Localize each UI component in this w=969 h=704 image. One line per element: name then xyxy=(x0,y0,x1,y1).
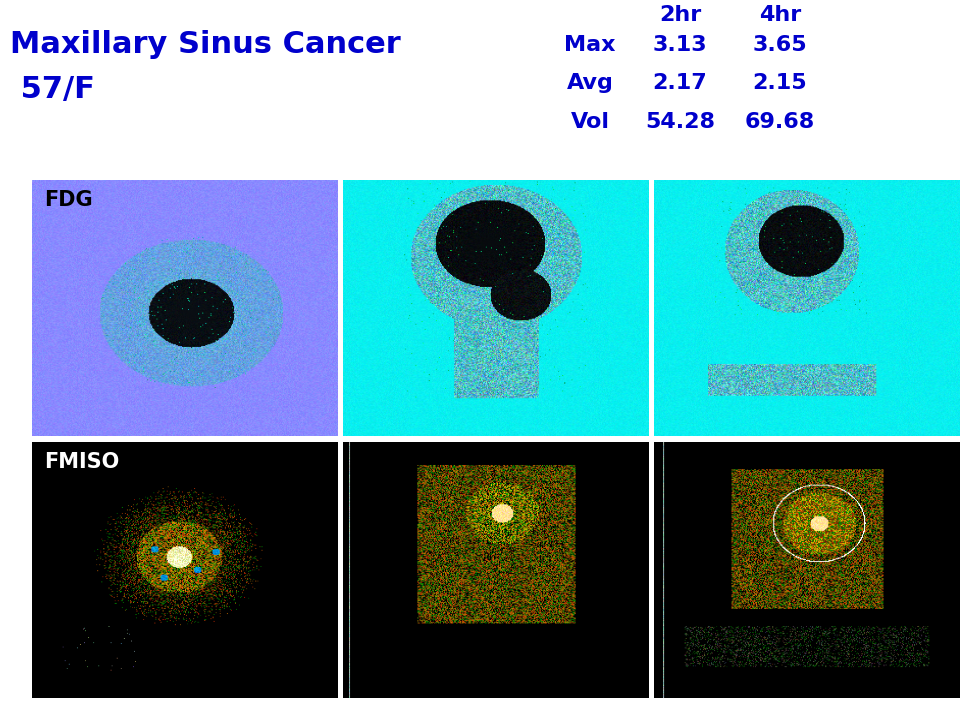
Text: 4hr: 4hr xyxy=(759,5,801,25)
Text: 69.68: 69.68 xyxy=(745,112,815,132)
Text: 2.17: 2.17 xyxy=(653,73,707,93)
Text: 3.65: 3.65 xyxy=(753,35,807,55)
Text: Vol: Vol xyxy=(571,112,610,132)
Text: 2.15: 2.15 xyxy=(753,73,807,93)
Text: 3.13: 3.13 xyxy=(653,35,707,55)
Text: 57/F: 57/F xyxy=(10,75,95,104)
Text: FMISO: FMISO xyxy=(45,453,119,472)
Text: FDG: FDG xyxy=(45,191,93,210)
Text: 54.28: 54.28 xyxy=(645,112,715,132)
Text: Maxillary Sinus Cancer: Maxillary Sinus Cancer xyxy=(10,30,401,59)
Text: Max: Max xyxy=(564,35,615,55)
Text: 2hr: 2hr xyxy=(659,5,702,25)
Text: Avg: Avg xyxy=(567,73,613,93)
